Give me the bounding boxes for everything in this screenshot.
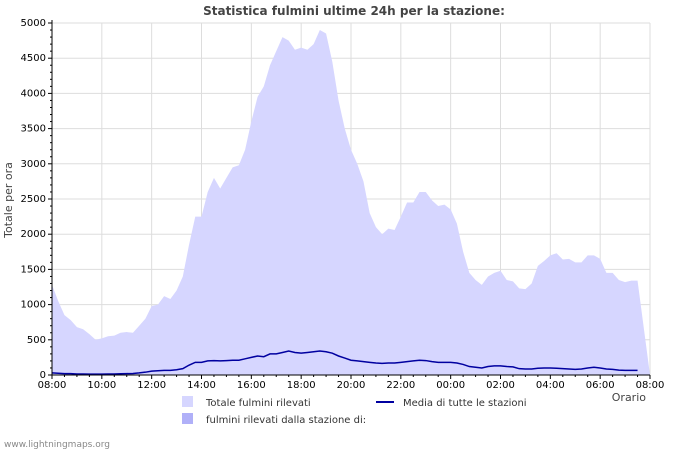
x-tick-label: 04:00 [536, 380, 565, 391]
x-tick-label: 02:00 [486, 380, 515, 391]
data-lines [51, 350, 638, 375]
x-tick-label: 08:00 [38, 380, 67, 391]
x-tick-labels: 08:00 10:00 12:00 14:00 16:00 18:00 20:00 22:00… [38, 380, 665, 391]
y-tick-labels: 0 500 1000 1500 2000 2500 3000 3500 4000 4500 5000 [21, 18, 46, 381]
legend-label: fulmini rilevati dalla stazione di: [206, 415, 366, 426]
y-tick-label: 3500 [21, 124, 46, 135]
y-tick-label: 4000 [21, 88, 46, 99]
y-tick-label: 2000 [21, 229, 46, 240]
legend-label: Media di tutte le stazioni [403, 398, 527, 409]
legend-swatch [182, 396, 193, 407]
footer-link[interactable]: www.lightningmaps.org [4, 440, 110, 450]
y-tick-label: 1000 [21, 300, 46, 311]
y-tick-label: 5000 [21, 18, 46, 29]
axes [51, 20, 650, 376]
x-tick-label: 14:00 [187, 380, 216, 391]
series-line-2 [51, 350, 638, 375]
x-tick-label: 12:00 [137, 380, 166, 391]
x-tick-label: 06:00 [586, 380, 615, 391]
legend-label: Totale fulmini rilevati [205, 398, 311, 409]
legend: Totale fulmini rilevati Media di tutte le… [182, 396, 527, 426]
x-axis-label: Orario [612, 391, 647, 404]
data-areas [52, 30, 650, 375]
x-tick-label: 18:00 [287, 380, 316, 391]
x-tick-label: 10:00 [87, 380, 116, 391]
y-axis-label: Totale per ora [2, 162, 15, 239]
y-tick-label: 3000 [21, 159, 46, 170]
legend-swatch [182, 413, 193, 424]
x-tick-label: 16:00 [237, 380, 266, 391]
y-tick-label: 4500 [21, 53, 46, 64]
chart-title: Statistica fulmini ultime 24h per la sta… [203, 4, 505, 18]
y-tick-label: 0 [40, 370, 46, 381]
x-tick-label: 08:00 [636, 380, 665, 391]
x-tick-label: 00:00 [436, 380, 465, 391]
y-tick-label: 1500 [21, 264, 46, 275]
y-tick-label: 2500 [21, 194, 46, 205]
series-area-0 [52, 30, 650, 375]
y-tick-label: 500 [27, 335, 46, 346]
x-tick-label: 20:00 [337, 380, 366, 391]
x-tick-label: 22:00 [386, 380, 415, 391]
